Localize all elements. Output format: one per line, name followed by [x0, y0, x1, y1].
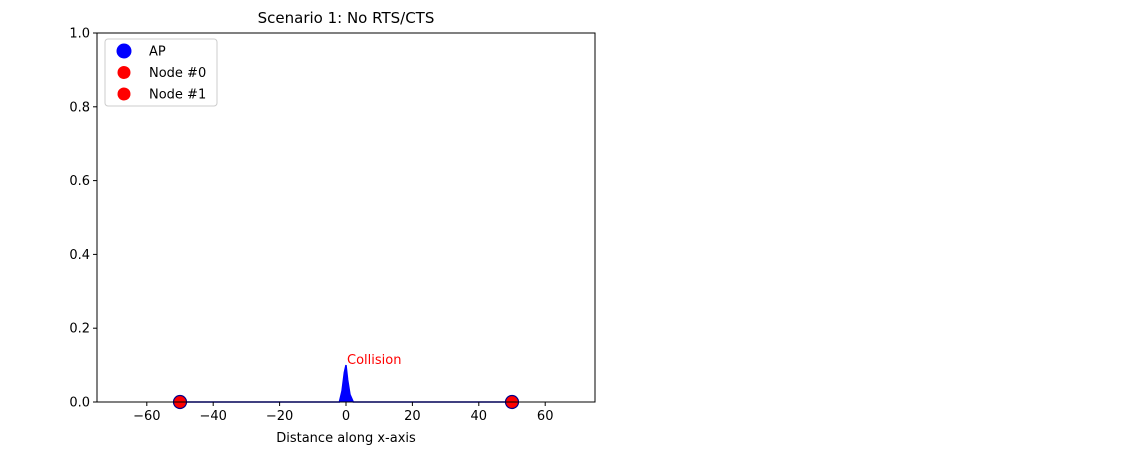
y-tick-label-2: 0.4	[69, 248, 90, 263]
y-tick-label-0: 0.0	[69, 396, 90, 411]
legend-label-2: Node #1	[149, 88, 206, 103]
x-tick-label-6: 60	[537, 409, 554, 424]
legend: AP Node #0 Node #1	[104, 38, 218, 107]
x-tick-label-0: −60	[133, 409, 160, 424]
x-tick-label-5: 40	[471, 409, 488, 424]
legend-box	[104, 38, 218, 107]
legend-marker-1	[117, 66, 131, 79]
y-tick-label-4: 0.8	[69, 100, 90, 115]
x-tick-label-3: 0	[342, 409, 350, 424]
axis-ticks: −60 −40 −20 0 20 40 60 0.0 0.2 0.4 0.6 0.8 1.0	[69, 27, 553, 425]
x-tick-label-2: −20	[266, 409, 293, 424]
collision-annotation: Collision	[347, 353, 401, 368]
x-tick-label-1: −40	[199, 409, 226, 424]
y-tick-label-5: 1.0	[69, 27, 90, 42]
legend-marker-0	[116, 43, 132, 59]
signal-area	[180, 365, 512, 402]
legend-label-1: Node #0	[149, 66, 206, 81]
y-tick-label-1: 0.2	[69, 322, 90, 337]
signal-line	[180, 364, 512, 403]
x-axis-label: Distance along x-axis	[276, 431, 416, 446]
y-tick-label-3: 0.6	[69, 174, 90, 189]
x-tick-label-4: 20	[404, 409, 421, 424]
chart-title: Scenario 1: No RTS/CTS	[258, 9, 435, 27]
legend-label-0: AP	[149, 45, 166, 60]
legend-marker-2	[117, 87, 131, 101]
